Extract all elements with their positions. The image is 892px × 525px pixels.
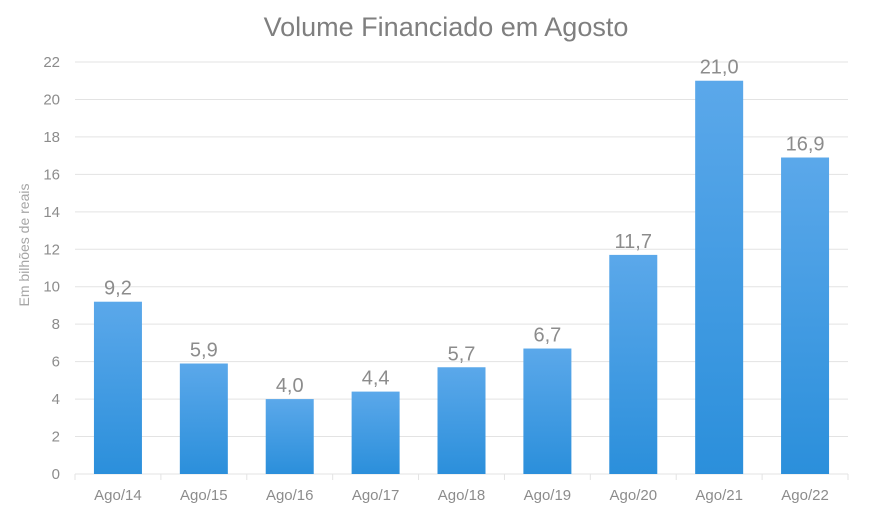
- y-tick-label: 6: [52, 354, 60, 371]
- x-tick-label: Ago/17: [352, 487, 400, 504]
- data-label: 16,9: [786, 134, 825, 156]
- x-axis-ticks: Ago/14 Ago/15 Ago/16 Ago/17 Ago/18 Ago/19 Ago/…: [94, 487, 829, 504]
- y-tick-label: 2: [52, 429, 60, 446]
- data-label: 21,0: [700, 57, 739, 79]
- x-tick-label: Ago/15: [180, 487, 228, 504]
- data-label: 11,7: [615, 231, 652, 253]
- y-tick-label: 22: [43, 54, 60, 71]
- x-tick-label: Ago/18: [438, 487, 486, 504]
- bar: [695, 80, 744, 475]
- x-tick-label: Ago/19: [524, 487, 572, 504]
- bar: [437, 367, 486, 474]
- data-label: 4,0: [276, 375, 304, 397]
- y-tick-label: 20: [43, 91, 60, 108]
- data-label: 6,7: [533, 325, 561, 347]
- bar: [351, 391, 400, 474]
- x-tick-label: Ago/16: [266, 487, 314, 504]
- x-tick-label: Ago/21: [695, 487, 743, 504]
- y-tick-label: 0: [52, 466, 60, 483]
- y-tick-label: 10: [43, 279, 60, 296]
- data-label: 5,7: [448, 343, 476, 365]
- bar: [93, 301, 142, 474]
- x-tick-label: Ago/14: [94, 487, 142, 504]
- bars: [93, 80, 830, 475]
- y-tick-label: 14: [43, 204, 60, 221]
- y-axis-ticks: 0 2 4 6 8 10 12 14 16 18 20 22: [43, 54, 60, 483]
- x-tick-label: Ago/22: [781, 487, 829, 504]
- bar: [523, 348, 572, 474]
- bar: [781, 157, 830, 474]
- data-labels: 9,2 5,9 4,0 4,4 5,7 6,7 11,7 21,0 16,9: [104, 57, 824, 397]
- x-tick-label: Ago/20: [610, 487, 658, 504]
- y-tick-label: 4: [52, 391, 60, 408]
- y-tick-label: 12: [43, 241, 60, 258]
- chart-title: Volume Financiado em Agosto: [263, 12, 629, 42]
- y-tick-label: 8: [52, 316, 60, 333]
- data-label: 5,9: [190, 340, 218, 362]
- y-tick-label: 16: [43, 166, 60, 183]
- y-tick-label: 18: [43, 129, 60, 146]
- bar: [179, 363, 228, 474]
- data-label: 9,2: [104, 278, 132, 300]
- bar: [265, 399, 314, 474]
- data-label: 4,4: [362, 368, 390, 390]
- bar: [609, 254, 658, 474]
